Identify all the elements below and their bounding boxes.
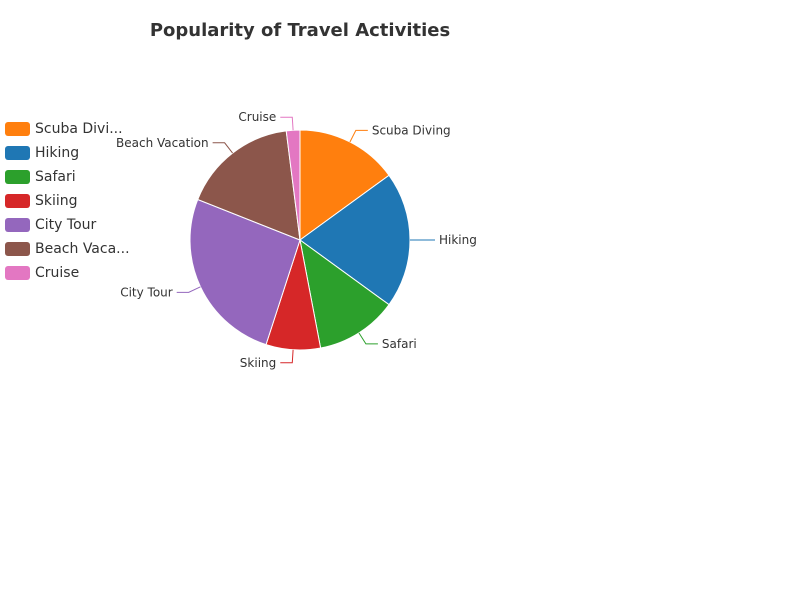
leader-line-safari (358, 332, 378, 345)
legend-swatch (5, 122, 30, 136)
legend-item-beach-vacation[interactable]: Beach Vaca... (5, 237, 130, 261)
legend-label: Cruise (35, 265, 80, 281)
slice-label-cruise: Cruise (238, 110, 276, 124)
pie-slice-scuba-diving[interactable] (299, 129, 390, 241)
legend-item-skiing[interactable]: Skiing (5, 189, 130, 213)
legend-label: City Tour (35, 217, 97, 233)
pie-slice-hiking[interactable] (299, 174, 411, 306)
legend-item-scuba-diving[interactable]: Scuba Divi... (5, 117, 130, 141)
leader-line-cruise (280, 116, 294, 131)
legend: Scuba Divi... Hiking Safari Skiing City Tour… (5, 117, 130, 285)
legend-swatch (5, 218, 30, 232)
legend-item-cruise[interactable]: Cruise (5, 261, 130, 285)
slice-label-city-tour: City Tour (120, 285, 173, 299)
slice-label-safari: Safari (382, 337, 417, 351)
legend-swatch (5, 170, 30, 184)
legend-swatch (5, 242, 30, 256)
leader-line-skiing (280, 349, 294, 364)
legend-item-safari[interactable]: Safari (5, 165, 130, 189)
legend-label: Hiking (35, 145, 80, 161)
legend-swatch (5, 146, 30, 160)
chart-title: Popularity of Travel Activities (149, 20, 451, 41)
legend-item-city-tour[interactable]: City Tour (5, 213, 130, 237)
legend-item-hiking[interactable]: Hiking (5, 141, 130, 165)
legend-label: Skiing (35, 193, 78, 209)
legend-label: Safari (35, 169, 76, 185)
slice-label-hiking: Hiking (439, 233, 477, 247)
legend-label: Scuba Divi... (35, 121, 123, 137)
leader-line-city-tour (176, 286, 201, 293)
legend-swatch (5, 194, 30, 208)
slice-label-skiing: Skiing (240, 356, 276, 370)
leader-line-beach-vacation (212, 142, 233, 154)
leader-line-scuba-diving (349, 129, 368, 143)
legend-label: Beach Vaca... (35, 241, 130, 257)
slice-label-beach-vacation: Beach Vacation (116, 136, 209, 150)
legend-swatch (5, 266, 30, 280)
slice-label-scuba-diving: Scuba Diving (372, 123, 451, 137)
pie-slice-city-tour[interactable] (189, 198, 301, 346)
